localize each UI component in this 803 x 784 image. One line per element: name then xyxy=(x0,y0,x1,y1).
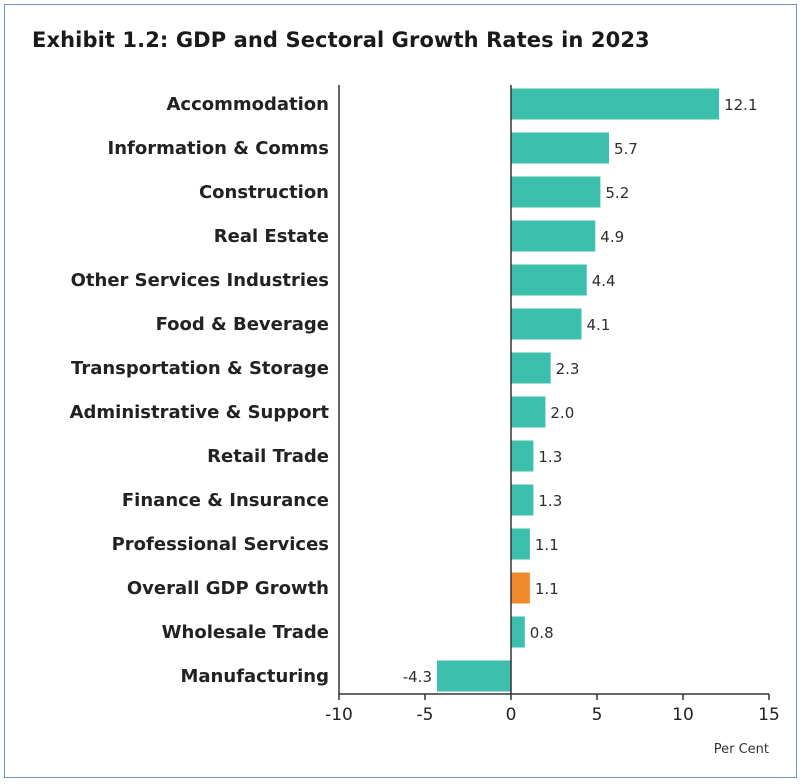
bar-finance-and-insurance xyxy=(511,484,534,516)
x-tick-label: -5 xyxy=(417,705,434,725)
axes-layer xyxy=(338,85,770,700)
bar-construction xyxy=(511,176,601,208)
x-tick-label: 0 xyxy=(506,705,517,725)
category-label-food-and-beverage: Food & Beverage xyxy=(156,314,329,335)
value-label-manufacturing: -4.3 xyxy=(403,668,432,686)
bar-wholesale-trade xyxy=(511,616,525,648)
bars-layer xyxy=(437,88,720,692)
bar-administrative-and-support xyxy=(511,396,546,428)
labels-layer: Accommodation 12.1 Information & Comms 5.7 C… xyxy=(70,94,780,757)
bar-retail-trade xyxy=(511,440,534,472)
value-label-food-and-beverage: 4.1 xyxy=(587,316,611,334)
category-label-professional-services: Professional Services xyxy=(112,534,329,555)
category-label-administrative-and-support: Administrative & Support xyxy=(70,402,330,423)
value-label-construction: 5.2 xyxy=(605,184,629,202)
category-label-finance-and-insurance: Finance & Insurance xyxy=(122,490,329,511)
value-label-real-estate: 4.9 xyxy=(600,228,624,246)
value-label-transportation-and-storage: 2.3 xyxy=(556,360,580,378)
category-label-manufacturing: Manufacturing xyxy=(181,666,330,687)
category-label-information-and-comms: Information & Comms xyxy=(108,138,329,159)
x-tick-label: 5 xyxy=(592,705,603,725)
bar-food-and-beverage xyxy=(511,308,582,340)
value-label-overall-gdp-growth: 1.1 xyxy=(535,580,559,598)
bar-real-estate xyxy=(511,220,596,252)
bar-professional-services xyxy=(511,528,530,560)
value-label-wholesale-trade: 0.8 xyxy=(530,624,554,642)
category-label-other-services-industries: Other Services Industries xyxy=(71,270,329,291)
value-label-information-and-comms: 5.7 xyxy=(614,140,638,158)
bar-transportation-and-storage xyxy=(511,352,551,384)
bar-other-services-industries xyxy=(511,264,587,296)
category-label-retail-trade: Retail Trade xyxy=(207,446,329,467)
bar-manufacturing xyxy=(437,660,511,692)
chart-frame xyxy=(4,4,797,778)
category-label-construction: Construction xyxy=(199,182,329,203)
bar-overall-gdp-growth xyxy=(511,572,530,604)
x-tick-label: -10 xyxy=(325,705,353,725)
category-label-transportation-and-storage: Transportation & Storage xyxy=(71,358,329,379)
bar-accommodation xyxy=(511,88,720,120)
value-label-professional-services: 1.1 xyxy=(535,536,559,554)
category-label-overall-gdp-growth: Overall GDP Growth xyxy=(127,578,329,599)
category-label-real-estate: Real Estate xyxy=(214,226,329,247)
x-tick-label: 15 xyxy=(758,705,780,725)
value-label-administrative-and-support: 2.0 xyxy=(550,404,574,422)
value-label-retail-trade: 1.3 xyxy=(538,448,562,466)
x-axis-title: Per Cent xyxy=(714,742,769,757)
value-label-accommodation: 12.1 xyxy=(724,96,757,114)
x-tick-label: 10 xyxy=(672,705,694,725)
category-label-wholesale-trade: Wholesale Trade xyxy=(162,622,329,643)
bar-information-and-comms xyxy=(511,132,609,164)
category-label-accommodation: Accommodation xyxy=(166,94,329,115)
value-label-other-services-industries: 4.4 xyxy=(592,272,616,290)
value-label-finance-and-insurance: 1.3 xyxy=(538,492,562,510)
chart-title: Exhibit 1.2: GDP and Sectoral Growth Rat… xyxy=(32,28,650,52)
